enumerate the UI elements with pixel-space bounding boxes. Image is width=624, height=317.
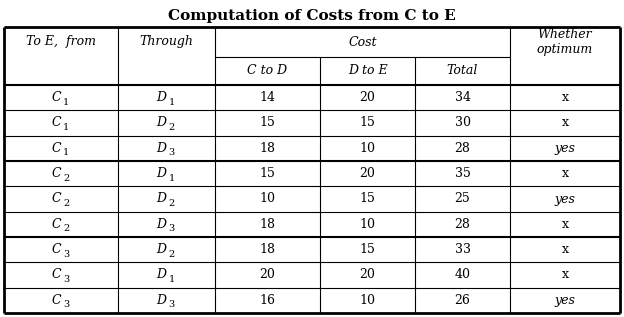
Text: D: D — [157, 192, 167, 205]
Text: D: D — [157, 268, 167, 281]
Text: 1: 1 — [63, 148, 69, 157]
Text: 16: 16 — [260, 294, 276, 307]
Text: C: C — [51, 218, 61, 231]
Text: x: x — [562, 167, 568, 180]
Text: 15: 15 — [359, 117, 376, 130]
Text: 2: 2 — [168, 199, 175, 208]
Text: 15: 15 — [260, 117, 275, 130]
Text: 34: 34 — [454, 91, 470, 104]
Text: 2: 2 — [168, 123, 175, 132]
Text: D to E: D to E — [348, 64, 388, 77]
Text: Whether
optimum: Whether optimum — [537, 28, 593, 56]
Text: 10: 10 — [359, 218, 376, 231]
Text: C: C — [51, 117, 61, 130]
Text: 18: 18 — [260, 243, 276, 256]
Text: 15: 15 — [260, 167, 275, 180]
Text: yes: yes — [555, 294, 575, 307]
Text: C: C — [51, 167, 61, 180]
Text: 28: 28 — [454, 142, 470, 155]
Text: 20: 20 — [359, 268, 376, 281]
Text: x: x — [562, 268, 568, 281]
Text: x: x — [562, 91, 568, 104]
Text: 1: 1 — [168, 98, 175, 107]
Text: Through: Through — [140, 36, 193, 49]
Text: 3: 3 — [168, 148, 175, 157]
Text: 10: 10 — [260, 192, 276, 205]
Text: D: D — [157, 91, 167, 104]
Text: 15: 15 — [359, 243, 376, 256]
Text: C: C — [51, 192, 61, 205]
Text: 10: 10 — [359, 142, 376, 155]
Text: 20: 20 — [260, 268, 275, 281]
Text: 3: 3 — [63, 275, 69, 284]
Text: D: D — [157, 294, 167, 307]
Text: C: C — [51, 294, 61, 307]
Text: C: C — [51, 243, 61, 256]
Text: 28: 28 — [454, 218, 470, 231]
Text: C: C — [51, 91, 61, 104]
Text: 3: 3 — [168, 300, 175, 309]
Text: 18: 18 — [260, 218, 276, 231]
Text: D: D — [157, 167, 167, 180]
Text: 15: 15 — [359, 192, 376, 205]
Text: D: D — [157, 243, 167, 256]
Text: 2: 2 — [168, 250, 175, 259]
Text: 20: 20 — [359, 167, 376, 180]
Text: 2: 2 — [63, 199, 69, 208]
Text: 10: 10 — [359, 294, 376, 307]
Text: 40: 40 — [454, 268, 470, 281]
Text: 3: 3 — [63, 300, 69, 309]
Text: 1: 1 — [63, 123, 69, 132]
Text: To E,  from: To E, from — [26, 36, 96, 49]
Text: x: x — [562, 243, 568, 256]
Text: 30: 30 — [454, 117, 470, 130]
Text: 2: 2 — [63, 174, 69, 183]
Text: 26: 26 — [454, 294, 470, 307]
Text: D: D — [157, 142, 167, 155]
Text: 14: 14 — [260, 91, 276, 104]
Text: yes: yes — [555, 142, 575, 155]
Text: 20: 20 — [359, 91, 376, 104]
Text: Total: Total — [447, 64, 478, 77]
Text: C to D: C to D — [248, 64, 288, 77]
Text: Computation of Costs from C to E: Computation of Costs from C to E — [168, 9, 456, 23]
Text: C: C — [51, 268, 61, 281]
Text: 3: 3 — [63, 250, 69, 259]
Text: 18: 18 — [260, 142, 276, 155]
Text: yes: yes — [555, 192, 575, 205]
Text: 1: 1 — [63, 98, 69, 107]
Text: 3: 3 — [168, 224, 175, 233]
Text: D: D — [157, 117, 167, 130]
Text: Cost: Cost — [348, 36, 377, 49]
Text: D: D — [157, 218, 167, 231]
Text: C: C — [51, 142, 61, 155]
Text: 25: 25 — [455, 192, 470, 205]
Text: x: x — [562, 117, 568, 130]
Text: 1: 1 — [168, 275, 175, 284]
Text: 1: 1 — [168, 174, 175, 183]
Text: x: x — [562, 218, 568, 231]
Text: 33: 33 — [454, 243, 470, 256]
Text: 35: 35 — [454, 167, 470, 180]
Text: 2: 2 — [63, 224, 69, 233]
